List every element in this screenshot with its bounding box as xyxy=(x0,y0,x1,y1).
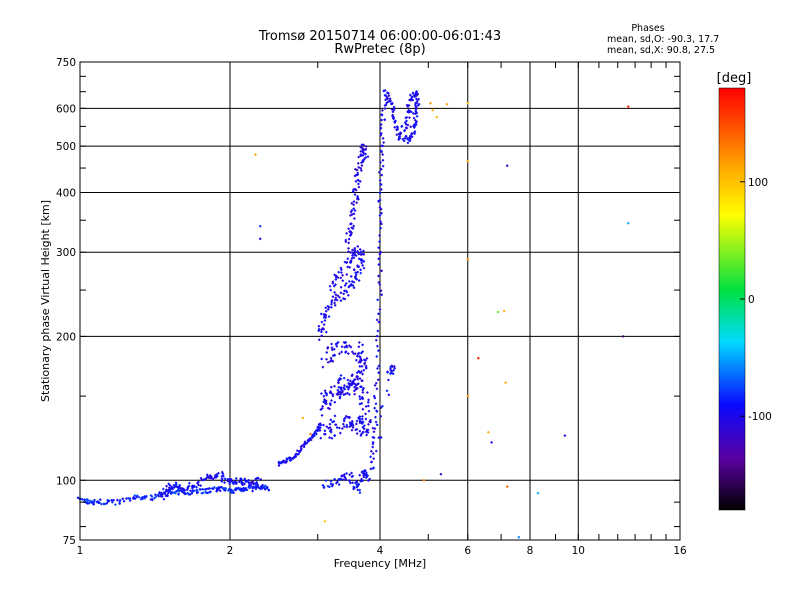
y-tick-label: 400 xyxy=(56,187,76,199)
colorbar-tick-label: 100 xyxy=(748,177,768,189)
y-tick-label: 75 xyxy=(63,535,76,547)
phase-box-heading: Phases xyxy=(631,23,664,34)
chart-subtitle: RwPretec (8p) xyxy=(334,42,425,57)
y-tick-label: 200 xyxy=(56,331,76,343)
x-tick-label: 16 xyxy=(673,545,687,557)
phase-box-line-x: mean, sd,X: 90.8, 27.5 xyxy=(607,45,715,56)
grid-lines xyxy=(80,62,680,540)
colorbar-ticks: 100 0 -100 xyxy=(740,177,772,423)
y-tick-label: 300 xyxy=(56,247,76,259)
colorbar-tick-label: -100 xyxy=(748,411,772,423)
y-tick-label: 750 xyxy=(56,57,76,69)
plot-area: 1 2 4 6 8 10 16 75 100 200 300 400 500 600 750 xyxy=(56,57,687,557)
x-tick-label: 4 xyxy=(377,545,384,557)
colorbar-label: [deg] xyxy=(717,71,752,86)
x-tick-label: 8 xyxy=(527,545,534,557)
phase-colorbar: [deg] 100 0 -100 xyxy=(717,71,772,511)
y-tick-label: 600 xyxy=(56,103,76,115)
x-axis-label: Frequency [MHz] xyxy=(334,557,426,570)
x-tick-label: 6 xyxy=(464,545,471,557)
x-tick-label: 2 xyxy=(227,545,234,557)
x-axis-ticks: 1 2 4 6 8 10 16 xyxy=(77,62,687,557)
y-axis-label: Stationary phase Virtual Height [km] xyxy=(39,200,52,402)
x-tick-label: 10 xyxy=(572,545,585,557)
colorbar-tick-label: 0 xyxy=(748,294,755,306)
y-axis-ticks: 75 100 200 300 400 500 600 750 xyxy=(56,57,680,547)
y-tick-label: 500 xyxy=(56,141,76,153)
x-tick-label: 1 xyxy=(77,545,84,557)
phase-box-line-o: mean, sd,O: -90.3, 17.7 xyxy=(607,34,719,45)
y-tick-label: 100 xyxy=(56,475,76,487)
echo-points xyxy=(76,89,630,539)
chart-title: Tromsø 20150714 06:00:00-06:01:43 xyxy=(258,29,501,44)
